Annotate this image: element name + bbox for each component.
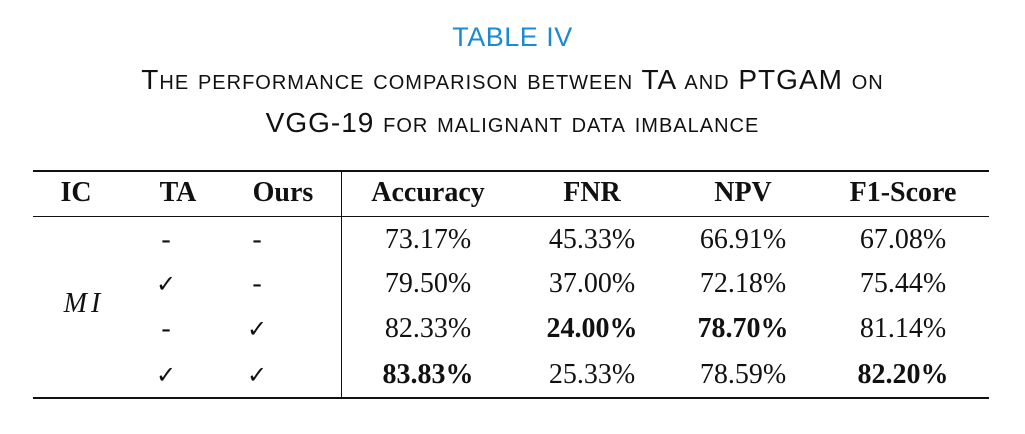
row2-f1: 75.44% (859, 268, 947, 299)
row1-npv: 66.91% (699, 224, 787, 255)
row3-npv: 78.70% (697, 313, 789, 344)
table-vertical-divider (341, 171, 342, 398)
row3-ta: - (161, 313, 171, 344)
row3-accuracy: 82.33% (384, 313, 472, 344)
row3-f1: 81.14% (859, 313, 947, 344)
header-ic: IC (60, 177, 92, 208)
table-bottom-rule (33, 397, 989, 399)
header-fnr: FNR (563, 177, 621, 208)
row1-fnr: 45.33% (548, 224, 636, 255)
row2-accuracy: 79.50% (384, 268, 472, 299)
row4-ta: ✓ (155, 361, 177, 389)
row2-ours: - (252, 268, 262, 299)
row1-accuracy: 73.17% (384, 224, 472, 255)
row2-ta: ✓ (155, 270, 177, 298)
table-title-line-1: The performance comparison between TA an… (141, 64, 884, 95)
row3-fnr: 24.00% (546, 313, 638, 344)
row2-fnr: 37.00% (548, 268, 636, 299)
row1-ta: - (161, 224, 171, 255)
table-header-rule (33, 216, 989, 217)
row4-npv: 78.59% (699, 359, 787, 390)
row4-f1: 82.20% (857, 359, 949, 390)
header-npv: NPV (714, 177, 772, 208)
row4-fnr: 25.33% (548, 359, 636, 390)
ic-value: MI (63, 288, 105, 319)
table-title-line-2: VGG-19 for malignant data imbalance (265, 107, 760, 138)
header-ta: TA (159, 177, 197, 208)
header-ours: Ours (252, 177, 314, 208)
row3-ours: ✓ (246, 315, 268, 343)
row1-f1: 67.08% (859, 224, 947, 255)
row1-ours: - (252, 224, 262, 255)
table-label: TABLE IV (452, 22, 573, 52)
row2-npv: 72.18% (699, 268, 787, 299)
header-accuracy: Accuracy (371, 177, 485, 208)
header-f1-score: F1-Score (849, 177, 957, 208)
row4-ours: ✓ (246, 361, 268, 389)
table-top-rule (33, 170, 989, 172)
row4-accuracy: 83.83% (382, 359, 474, 390)
